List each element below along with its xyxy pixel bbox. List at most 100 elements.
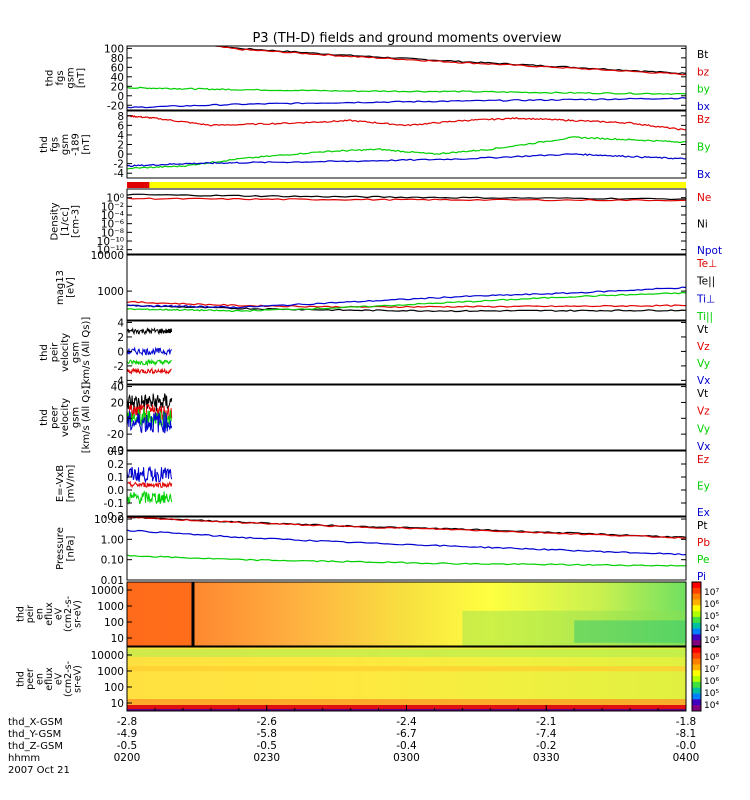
y-axis-label: [nT] [76, 68, 87, 88]
x-tick-label: 0300 [393, 752, 420, 764]
colorbar-label: 10⁶ [704, 677, 719, 687]
y-axis-label: peer [25, 668, 36, 690]
y-tick-label: -2 [114, 361, 124, 373]
series-Te [127, 304, 686, 313]
y-tick-label: 10000 [91, 250, 124, 262]
series-By [127, 136, 686, 170]
colorbar-cell [692, 622, 701, 630]
legend-Ex: Ex [697, 507, 710, 519]
legend-Pt: Pt [697, 520, 707, 532]
legend-Pi: Pi [697, 571, 706, 583]
x-tick-label: -7.4 [536, 728, 557, 740]
y-tick-label: 2 [117, 140, 124, 152]
y-tick-label: -2 [114, 159, 124, 171]
y-tick-label: 10 [111, 633, 124, 645]
legend-Ti⊥: Ti⊥ [696, 293, 715, 305]
legend-Vz: Vz [697, 406, 710, 418]
series-Ez [127, 480, 173, 489]
x-tick-label: -0.5 [257, 740, 278, 752]
spec-early [127, 582, 195, 646]
y-tick-label: 100 [104, 617, 124, 629]
y-tick-label: -4 [114, 375, 125, 387]
series-Vt [127, 327, 173, 336]
y-tick-label: 6 [117, 120, 124, 132]
y-axis-label: eV [54, 607, 65, 620]
y-tick-label: 10000 [91, 650, 124, 662]
legend-Ne: Ne [697, 192, 711, 204]
y-axis-label: thd [39, 409, 50, 426]
y-tick-label: 10.00 [94, 514, 124, 526]
status-bar [127, 182, 686, 188]
y-tick-label: -0.1 [104, 498, 125, 510]
y-tick-label: 10000 [91, 585, 124, 597]
series-Vy [127, 358, 172, 367]
legend-Bz: Bz [697, 114, 710, 126]
y-tick-label: 10 [111, 698, 124, 710]
panel-data [127, 193, 686, 202]
x-tick-label: -0.4 [396, 740, 417, 752]
legend-Vz: Vz [697, 341, 710, 353]
y-axis-label: [cm-3] [71, 205, 82, 238]
panel-data [127, 286, 686, 313]
series-TeP [127, 300, 686, 309]
x-tick-label: -2.1 [536, 716, 557, 728]
y-axis-label: thd [16, 606, 27, 622]
colorbar-cell [692, 670, 701, 677]
x-tick-label: -2.4 [396, 716, 417, 728]
y-axis-label: [km/s (All Qs)] [81, 382, 92, 454]
y-axis-label: gsm [71, 407, 82, 428]
y-tick-label: 100 [104, 682, 124, 694]
y-axis-label: [nT] [81, 134, 92, 154]
y-axis-label: gsm [71, 342, 82, 363]
series-Pi [127, 529, 686, 556]
y-axis-label: fgs [50, 137, 61, 152]
y-tick-label: -20 [107, 100, 124, 112]
legend-Ni: Ni [697, 219, 708, 231]
colorbar-cell [692, 652, 701, 660]
series-Ex [127, 466, 173, 484]
panel-efield: -0.2-0.10.00.10.20.3 E=-VxB [mV/m] Ez Ey Ex [55, 446, 710, 523]
legend-Vx: Vx [697, 375, 710, 387]
colorbar-cell [692, 693, 701, 700]
y-axis-label: (cm2-s- [63, 596, 74, 632]
x-tick-label: -8.1 [676, 728, 697, 740]
x-row-label-3: thd_Z-GSM [8, 741, 63, 752]
series-bx [127, 96, 686, 109]
series-Vz [127, 366, 172, 375]
series-TiL [127, 291, 686, 312]
legend-bx: bx [697, 101, 710, 113]
colorbar-cell [692, 628, 701, 635]
y-tick-label: 0.0 [107, 485, 124, 497]
y-axis-label: thd [39, 344, 50, 361]
colorbar-label: 10⁵ [704, 612, 719, 622]
colorbar-cell [692, 647, 701, 654]
colorbar-label: 10⁴ [704, 624, 719, 634]
y-tick-label: 0 [117, 413, 124, 425]
legend-Vy: Vy [697, 423, 710, 435]
legend-by: by [697, 84, 710, 96]
y-axis-label: [mV/m] [65, 465, 76, 503]
x-tick-label: -0.5 [117, 740, 138, 752]
panel-frame [126, 384, 687, 451]
x-tick-label: 0400 [673, 752, 700, 764]
y-axis-label: peer [50, 405, 61, 429]
colorbar-frame [691, 581, 702, 647]
y-axis-label: peir [50, 342, 61, 362]
y-axis-label: Density [50, 202, 61, 240]
spectrogram-peir: 10000 1000 100 10 thdpeirenefluxeV(cm2-s-sr-… [16, 581, 719, 647]
colorbar-label: 10⁸ [704, 653, 719, 663]
y-tick-label: 10⁻¹² [97, 245, 124, 257]
y-axis-label: Pressure [55, 527, 66, 570]
legend-Vt: Vt [697, 324, 708, 336]
y-axis-label: (cm2-s- [63, 661, 74, 697]
y-tick-label: 8 [117, 111, 124, 123]
legend-Pe: Pe [697, 554, 709, 566]
y-tick-label: 0 [117, 346, 124, 358]
panel-data [127, 327, 173, 375]
y-tick-label: -40 [107, 445, 124, 457]
series-Vt [127, 393, 173, 412]
x-tick-label: -2.6 [257, 716, 278, 728]
y-axis-label: gsm [65, 67, 76, 88]
